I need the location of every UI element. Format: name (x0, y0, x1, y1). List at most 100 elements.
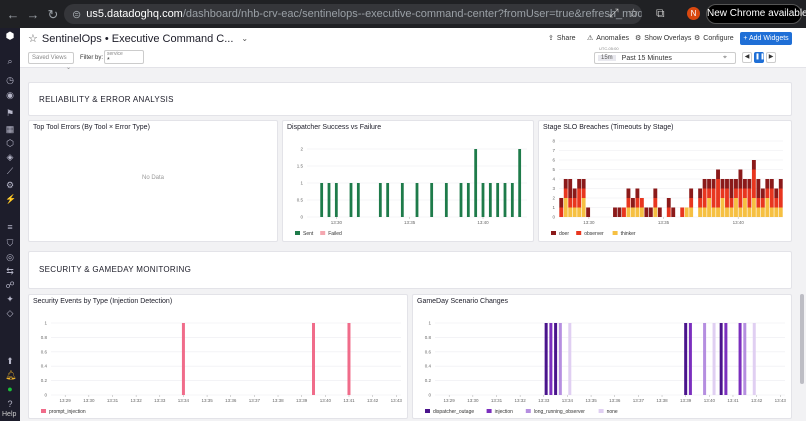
time-range-value: Past 15 Minutes (621, 54, 672, 62)
forward-icon[interactable]: → (26, 7, 40, 22)
page-scrollbar[interactable] (800, 294, 804, 384)
software-delivery-icon[interactable]: ⇆ (6, 266, 14, 276)
anomalies-button[interactable]: ⚠ Anomalies (587, 34, 629, 43)
stack-bar (563, 198, 568, 217)
llm-icon[interactable]: ◇ (6, 308, 14, 318)
infrastructure-icon[interactable]: ⬡ (6, 138, 14, 148)
stack-bar (734, 198, 738, 217)
y-tick-label: 0.2 (41, 378, 48, 383)
time-forward-button[interactable]: ▶ (766, 52, 776, 63)
profile-avatar[interactable]: N (687, 7, 700, 20)
integrations-icon[interactable]: ⚙ (5, 180, 15, 190)
saved-views-select[interactable]: Saved Views ⌄ (28, 52, 74, 71)
dashboards-icon[interactable]: ▦ (5, 124, 15, 134)
stack-bar (657, 207, 662, 217)
y-tick-label: 1 (300, 181, 303, 186)
stack-bar (577, 188, 582, 208)
filter-by-label: Filter by: (80, 55, 104, 61)
x-tick-label: 13:40 (477, 220, 489, 225)
stack-bar (689, 207, 694, 217)
chrome-update-button[interactable]: New Chrome available (706, 4, 806, 24)
stack-bar (778, 207, 783, 217)
stack-bar (760, 188, 765, 198)
bar (684, 323, 688, 395)
bar (466, 183, 470, 217)
x-tick-label: 13:31 (107, 398, 119, 403)
reliability-group-header[interactable]: RELIABILITY & ERROR ANALYSIS (28, 82, 792, 116)
pin-icon[interactable]: ⌖ (723, 54, 727, 61)
settings-icon[interactable]: ? (7, 399, 13, 409)
cast-icon[interactable]: ⤢ (609, 6, 619, 20)
stack-bar (563, 179, 568, 189)
gameday-widget[interactable]: GameDay Scenario Changes 0 0.2 0.4 0.6 0.8 1 1… (412, 294, 792, 419)
stack-bar (711, 207, 716, 217)
x-tick-label: 13:38 (656, 398, 668, 403)
back-icon[interactable]: ← (6, 7, 20, 22)
metrics-icon[interactable]: ⟋ (6, 166, 14, 176)
reload-icon[interactable]: ↻ (47, 7, 59, 22)
security-events-widget[interactable]: Security Events by Type (Injection Detec… (28, 294, 408, 419)
bookmark-star-icon[interactable]: ☆ (628, 6, 639, 20)
stack-bar (684, 207, 689, 217)
stack-bar (751, 160, 756, 170)
share-button[interactable]: ⇪ Share (548, 34, 576, 43)
notifications-icon[interactable]: 🔔︎ (5, 370, 17, 380)
time-badge: 15m (598, 55, 616, 61)
chevron-down-icon[interactable]: ⌄ (241, 34, 249, 43)
user-status-icon[interactable]: ● (7, 384, 13, 394)
add-widgets-button[interactable]: + Add Widgets (740, 32, 792, 45)
monitors-icon[interactable]: ◈ (6, 152, 14, 162)
dispatcher-widget[interactable]: Dispatcher Success vs Failure 0 0.5 1 1.5 2 1… (282, 120, 534, 242)
y-tick-label: 0.6 (425, 349, 432, 354)
pause-button[interactable]: ❚❚ (754, 52, 765, 63)
y-tick-label: 0.4 (41, 364, 48, 369)
watchdog-icon[interactable]: ◉ (6, 90, 14, 100)
stack-bar (729, 207, 734, 217)
stack-bar (720, 179, 725, 189)
help-label[interactable]: Help (2, 411, 17, 418)
legend-label: Failed (328, 231, 342, 237)
actions-icon[interactable]: ✦ (6, 294, 14, 304)
site-info-icon[interactable]: ⊜ (72, 8, 82, 21)
service-mgmt-icon[interactable]: ☍ (5, 280, 15, 290)
stack-bar (702, 188, 707, 208)
bar (568, 323, 572, 395)
recent-icon[interactable]: ◷ (6, 75, 14, 85)
dashboard-title-bar[interactable]: ☆ SentinelOps • Executive Command C... ⌄ (28, 32, 249, 46)
address-bar[interactable]: ⊜ us5.datadoghq.com/dashboard/nhb-crv-ea… (64, 4, 642, 24)
search-icon[interactable]: ⌕ (7, 56, 13, 66)
legend-label: none (607, 409, 618, 415)
events-icon[interactable]: ⚑ (5, 108, 15, 118)
stack-bar (716, 207, 720, 217)
stack-bar (734, 188, 738, 198)
favorite-star-icon[interactable]: ☆ (28, 33, 38, 45)
slo-chart: 0 1 2 3 4 5 6 7 8 13:30 13:35 13:40 doer observer thin… (551, 139, 783, 237)
logs-icon[interactable]: ≡ (7, 222, 13, 232)
bar (356, 183, 360, 217)
datadog-logo-icon[interactable]: ⬢ (5, 31, 15, 42)
security-group-header[interactable]: SECURITY & GAMEDAY MONITORING (28, 251, 792, 289)
configure-icon: ⚙ (694, 35, 701, 42)
stack-bar (774, 198, 779, 208)
extensions-icon[interactable]: ⧉ (656, 6, 665, 20)
stack-bar (653, 207, 658, 217)
stack-bar (769, 207, 774, 217)
time-range-picker[interactable]: UTC-05:00 15m Past 15 Minutes ⌖ (594, 46, 736, 64)
show-overlays-button[interactable]: ⚙ Show Overlays (635, 34, 692, 43)
tool-errors-widget[interactable]: Top Tool Errors (By Tool × Error Type) N… (28, 120, 278, 242)
slo-widget[interactable]: Stage SLO Breaches (Timeouts by Stage) 0… (538, 120, 792, 242)
stack-bar (644, 207, 649, 217)
status-icon[interactable]: ⬆ (6, 356, 14, 366)
time-back-button[interactable]: ◀ (742, 52, 752, 63)
apm-icon[interactable]: ⚡ (5, 194, 17, 204)
y-tick-label: 4 (552, 177, 555, 182)
x-tick-label: 13:30 (331, 220, 343, 225)
legend-label: dispatcher_outage (433, 409, 474, 415)
stack-bar (720, 188, 725, 198)
digital-experience-icon[interactable]: ◎ (6, 252, 14, 262)
bar (703, 323, 707, 395)
configure-button[interactable]: ⚙ Configure (694, 34, 734, 43)
security-icon[interactable]: ⛉ (6, 238, 14, 248)
service-filter[interactable]: service * (104, 50, 144, 64)
app-sidebar: ⬢ ⌕ ◷ ◉ ⚑ ▦ ⬡ ◈ ⟋ ⚙ ⚡ ≡ ⛉ ◎ ⇆ ☍ ✦ ◇ ⬆ 🔔︎… (0, 28, 20, 421)
